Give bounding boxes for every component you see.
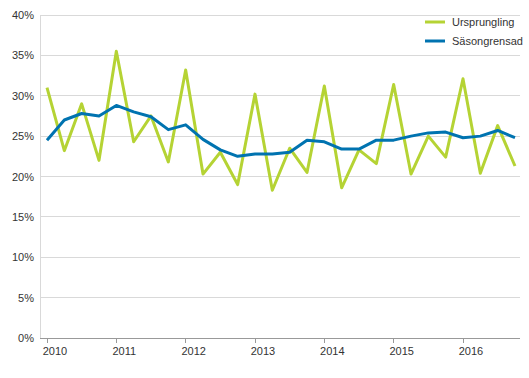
series-line [47, 51, 515, 190]
grid-line [40, 95, 520, 96]
x-tick-label: 2014 [320, 345, 344, 357]
x-tick-label: 2010 [43, 345, 67, 357]
y-tick-label: 5% [18, 292, 34, 304]
x-tick [116, 338, 117, 343]
grid-line [40, 176, 520, 177]
x-tick [185, 338, 186, 343]
x-tick-label: 2012 [181, 345, 205, 357]
y-tick-label: 0% [18, 332, 34, 344]
x-tick [47, 338, 48, 343]
grid-line [40, 216, 520, 217]
grid-line [40, 136, 520, 137]
plot-area [47, 51, 515, 190]
legend-swatch [425, 21, 445, 24]
x-tick [393, 338, 394, 343]
grid-line [40, 55, 520, 56]
grid-line [40, 338, 520, 339]
chart: 0% 5% 10% 15% 20% 25% 30% 35% 40% 2010 2011 2012 201… [0, 0, 529, 378]
x-tick [324, 338, 325, 343]
x-tick [255, 338, 256, 343]
x-tick-label: 2015 [389, 345, 413, 357]
y-tick-label: 25% [12, 130, 34, 142]
y-tick-label: 20% [12, 171, 34, 183]
x-tick-label: 2016 [459, 345, 483, 357]
y-axis-line [40, 15, 41, 338]
x-tick-label: 2013 [251, 345, 275, 357]
y-tick-label: 30% [12, 90, 34, 102]
grid-line [40, 15, 520, 16]
y-tick-label: 15% [12, 211, 34, 223]
grid-line [40, 297, 520, 298]
legend-swatch [425, 40, 445, 43]
x-tick-label: 2011 [113, 345, 137, 357]
grid-line [40, 257, 520, 258]
y-tick-label: 10% [12, 251, 34, 263]
y-tick-label: 35% [12, 49, 34, 61]
series-line [47, 105, 515, 156]
y-tick-label: 40% [12, 9, 34, 21]
legend-label: Ursprungling [452, 16, 514, 28]
x-tick [463, 338, 464, 343]
legend-label: Säsongrensad [452, 35, 523, 47]
